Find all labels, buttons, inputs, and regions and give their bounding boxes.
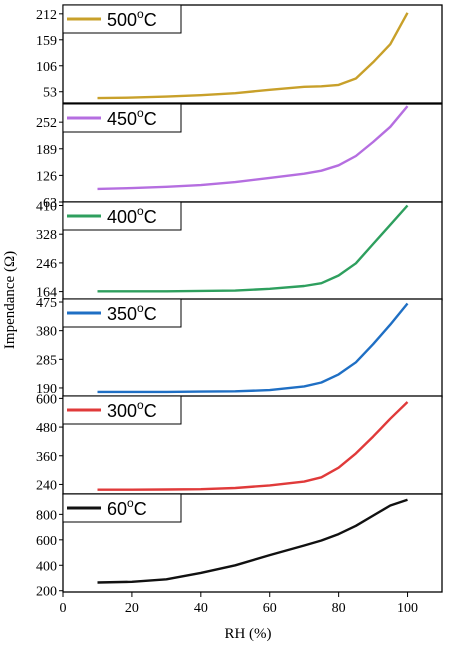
x-tick-label: 100	[397, 601, 418, 616]
legend-label: 500oC	[107, 7, 157, 30]
series-line	[97, 204, 409, 293]
y-tick-label: 475	[36, 296, 57, 311]
series-line	[97, 302, 409, 394]
y-tick-label: 410	[36, 200, 57, 215]
legend: 300oC	[62, 395, 182, 425]
y-tick-label: 600	[36, 534, 57, 549]
y-tick-label: 380	[36, 325, 57, 340]
y-tick-label: 360	[36, 450, 57, 465]
legend-label: 450oC	[107, 106, 157, 129]
panel-450c: 63 126 189 252 450oC	[36, 103, 443, 211]
series-line	[97, 498, 408, 584]
y-tick-label: 800	[36, 508, 57, 523]
x-tick-label: 40	[194, 601, 208, 616]
legend-label: 350oC	[107, 301, 157, 324]
series-line	[97, 105, 409, 191]
y-tick-label: 240	[36, 478, 57, 493]
x-tick-label: 0	[60, 601, 67, 616]
legend: 500oC	[62, 4, 182, 34]
y-tick-label: 328	[36, 228, 57, 243]
y-tick-label: 212	[36, 8, 57, 23]
legend-box	[62, 201, 182, 231]
panel-350c: 190 285 380 475 350oC	[36, 296, 443, 398]
y-tick-label: 126	[36, 169, 57, 184]
panel-400c: 164 246 328 410 400oC	[36, 200, 443, 301]
y-tick-label: 53	[43, 86, 57, 101]
panel-300c: 240 360 480 600 300oC	[36, 392, 443, 495]
series-line	[97, 401, 409, 491]
chart-panels: 53 106 159 212 500oC 63 126 189 252 450oC 164 246 32…	[36, 4, 443, 600]
panel-500c: 53 106 159 212 500oC	[36, 4, 443, 104]
y-axis-title: Impendance (Ω)	[2, 251, 18, 349]
legend: 60oC	[62, 493, 182, 523]
y-tick-label: 164	[36, 286, 57, 301]
y-tick-label: 480	[36, 421, 57, 436]
y-tick-label: 106	[36, 60, 57, 75]
y-tick-label: 600	[36, 392, 57, 407]
series-line	[97, 12, 409, 100]
y-tick-label: 159	[36, 34, 57, 49]
y-tick-label: 200	[36, 585, 57, 600]
y-tick-label: 252	[36, 116, 57, 131]
legend: 350oC	[62, 298, 182, 328]
x-axis: 0 20 40 60 80 100	[60, 592, 418, 616]
legend: 400oC	[62, 201, 182, 231]
legend: 450oC	[62, 103, 182, 133]
y-tick-label: 400	[36, 559, 57, 574]
legend-label: 60oC	[107, 496, 147, 519]
y-tick-label: 63	[43, 196, 57, 211]
x-tick-label: 60	[263, 601, 277, 616]
y-tick-label: 246	[36, 257, 57, 272]
y-tick-label: 189	[36, 143, 57, 158]
panel-60c: 200 400 600 800 60oC	[36, 493, 443, 600]
x-axis-title: RH (%)	[224, 626, 271, 642]
y-tick-label: 285	[36, 353, 57, 368]
x-tick-label: 20	[125, 601, 139, 616]
legend-label: 400oC	[107, 204, 157, 227]
x-tick-label: 80	[332, 601, 346, 616]
legend-label: 300oC	[107, 398, 157, 421]
y-tick-label: 190	[36, 382, 57, 397]
